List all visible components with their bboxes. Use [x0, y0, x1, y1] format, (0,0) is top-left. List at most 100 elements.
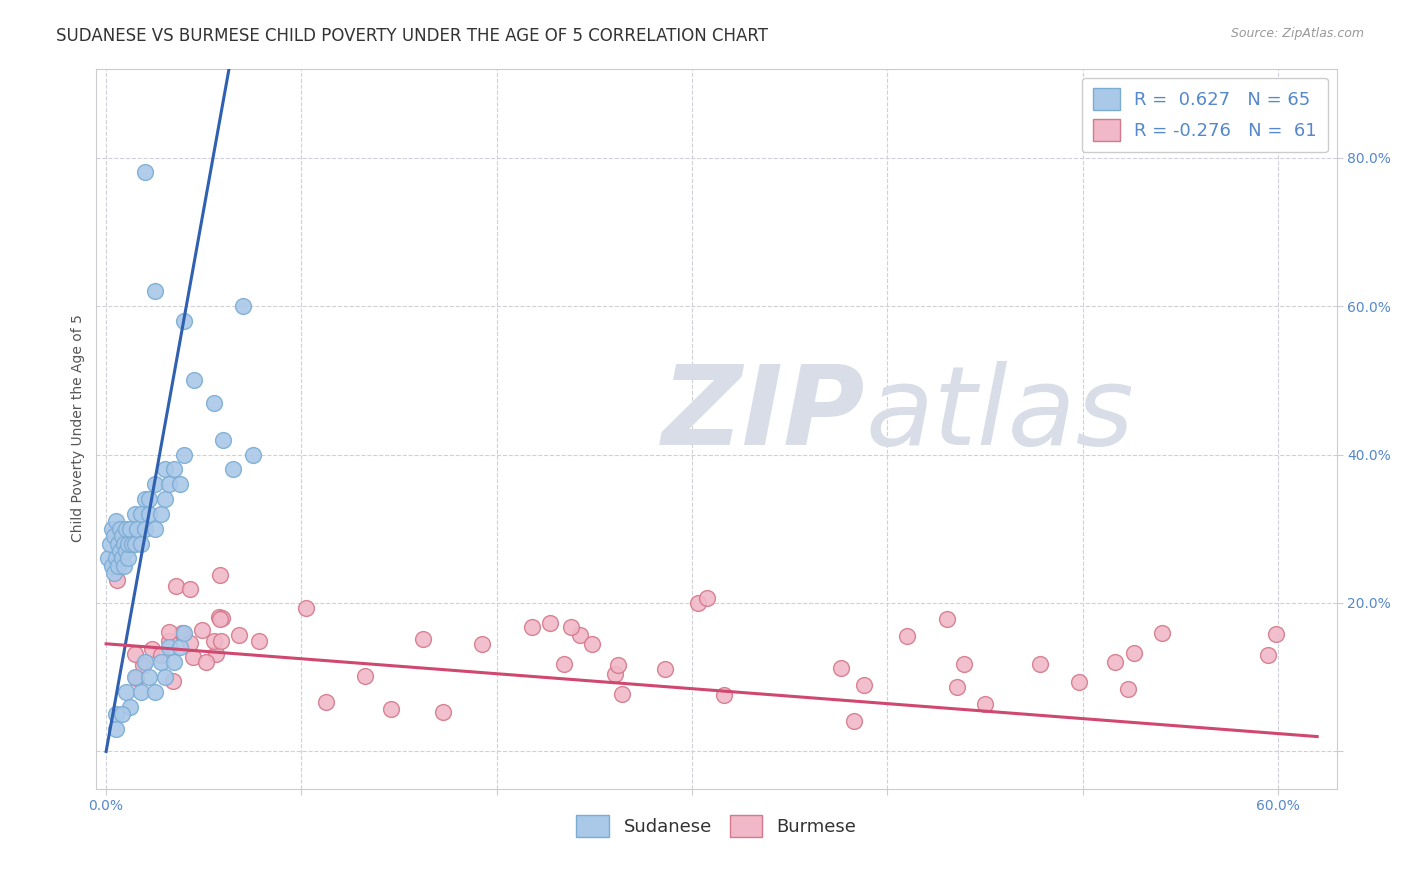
- Point: [124, 536, 146, 550]
- Point: [105, 573, 128, 587]
- Point: [163, 462, 186, 476]
- Point: [117, 551, 139, 566]
- Point: [713, 688, 735, 702]
- Point: [179, 636, 201, 650]
- Point: [973, 697, 995, 711]
- Point: [208, 612, 231, 626]
- Point: [896, 629, 918, 643]
- Point: [138, 507, 160, 521]
- Point: [111, 707, 134, 722]
- Point: [569, 628, 592, 642]
- Point: [143, 477, 166, 491]
- Point: [202, 633, 225, 648]
- Point: [194, 655, 217, 669]
- Point: [560, 620, 582, 634]
- Point: [1257, 648, 1279, 662]
- Point: [202, 395, 225, 409]
- Text: Source: ZipAtlas.com: Source: ZipAtlas.com: [1230, 27, 1364, 40]
- Point: [104, 514, 127, 528]
- Point: [153, 491, 176, 506]
- Point: [141, 642, 163, 657]
- Point: [114, 522, 136, 536]
- Point: [1123, 646, 1146, 660]
- Point: [169, 477, 191, 491]
- Point: [353, 669, 375, 683]
- Point: [432, 706, 454, 720]
- Point: [212, 433, 235, 447]
- Point: [169, 640, 191, 655]
- Point: [153, 462, 176, 476]
- Point: [98, 536, 121, 550]
- Point: [125, 671, 148, 685]
- Point: [149, 507, 172, 521]
- Point: [103, 529, 125, 543]
- Point: [173, 448, 195, 462]
- Legend: Sudanese, Burmese: Sudanese, Burmese: [569, 808, 863, 845]
- Point: [520, 619, 543, 633]
- Point: [228, 628, 250, 642]
- Point: [107, 536, 129, 550]
- Point: [124, 648, 146, 662]
- Point: [581, 637, 603, 651]
- Point: [134, 491, 156, 506]
- Point: [153, 670, 176, 684]
- Point: [209, 634, 232, 648]
- Point: [831, 660, 853, 674]
- Point: [553, 657, 575, 671]
- Point: [936, 612, 959, 626]
- Point: [946, 680, 969, 694]
- Point: [315, 695, 337, 709]
- Point: [159, 625, 181, 640]
- Point: [1116, 681, 1139, 696]
- Point: [1264, 626, 1286, 640]
- Point: [132, 657, 155, 672]
- Point: [295, 601, 318, 615]
- Point: [208, 610, 231, 624]
- Point: [143, 284, 166, 298]
- Point: [150, 648, 173, 662]
- Point: [204, 647, 226, 661]
- Point: [172, 626, 194, 640]
- Point: [242, 448, 264, 462]
- Point: [412, 632, 434, 647]
- Point: [114, 685, 136, 699]
- Point: [380, 702, 402, 716]
- Point: [112, 558, 135, 573]
- Point: [1104, 655, 1126, 669]
- Point: [149, 656, 172, 670]
- Point: [191, 624, 214, 638]
- Point: [104, 722, 127, 736]
- Point: [124, 670, 146, 684]
- Point: [129, 685, 152, 699]
- Point: [117, 536, 139, 550]
- Point: [134, 522, 156, 536]
- Point: [1069, 674, 1091, 689]
- Point: [654, 662, 676, 676]
- Point: [138, 670, 160, 684]
- Point: [211, 611, 233, 625]
- Point: [134, 656, 156, 670]
- Point: [471, 637, 494, 651]
- Point: [103, 566, 125, 581]
- Point: [108, 544, 131, 558]
- Point: [104, 551, 127, 566]
- Point: [852, 678, 875, 692]
- Point: [688, 596, 710, 610]
- Point: [111, 551, 134, 566]
- Point: [181, 650, 204, 665]
- Point: [605, 667, 627, 681]
- Point: [1152, 626, 1174, 640]
- Point: [179, 582, 201, 596]
- Point: [610, 687, 633, 701]
- Point: [143, 522, 166, 536]
- Point: [183, 373, 205, 387]
- Point: [157, 640, 180, 655]
- Text: ZIP: ZIP: [662, 360, 865, 467]
- Point: [107, 558, 129, 573]
- Point: [114, 544, 136, 558]
- Y-axis label: Child Poverty Under the Age of 5: Child Poverty Under the Age of 5: [72, 315, 86, 542]
- Point: [127, 522, 149, 536]
- Point: [124, 507, 146, 521]
- Point: [118, 522, 141, 536]
- Point: [952, 657, 974, 672]
